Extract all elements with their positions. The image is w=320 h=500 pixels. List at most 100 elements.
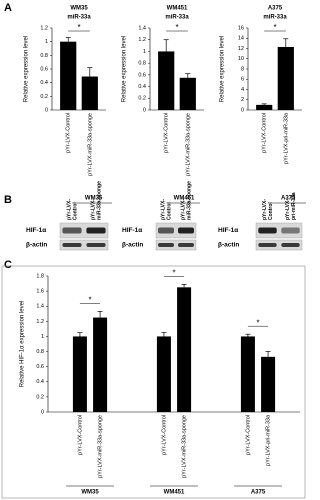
y-tick-label: 1.4 [138,25,146,31]
blot-band [281,243,300,247]
x-tick-label: pYr-LVX-miR-33a-sponge [182,415,188,478]
x-tick-label: pYr-LVX-Control [245,415,251,455]
cell-line-label: WM35 [85,196,103,202]
bar [81,76,98,110]
blot-band [158,243,174,247]
x-tick-label: pYr-LVX-Control [262,113,268,153]
lane-label: Control [166,202,172,220]
panel-label: A [4,2,12,14]
y-tick-label: 4 [241,87,244,93]
bar [177,287,192,412]
y-tick-label: 0.2 [40,94,48,100]
bar [256,104,273,110]
y-tick-label: 0.8 [40,53,48,59]
y-tick-label: 2 [241,97,244,103]
bar [158,51,175,110]
blot-row-label: HIF-1α [122,227,142,234]
blot-strip [155,239,197,251]
y-tick-label: 0.6 [138,72,146,78]
y-tick-label: 8 [241,66,244,72]
y-tick-label: 1 [41,334,44,340]
panel-label: C [4,259,12,271]
y-axis-label: Relative HIF-1α expression level [20,301,26,388]
cell-line-label: A375 [281,196,296,202]
significance-mark: * [256,318,259,327]
lane-label: pYr-LVX- [66,199,72,220]
bar [156,336,171,412]
y-tick-label: 10 [238,56,244,62]
group-label: WM451 [164,490,185,496]
bar [240,336,255,412]
x-tick-label: pYr-LVX-Control [164,113,170,153]
lane-label: pYr-LVX- [285,199,291,220]
lane-label: Control [268,202,274,220]
significance-mark: * [273,23,276,32]
bar [93,317,108,412]
x-tick-label: pYr-LVX-pri-miR-33a [266,414,272,466]
blot-band [258,227,277,234]
cell-line-label: WM451 [174,196,195,202]
blot-band [258,243,277,247]
lane-label: Control [72,202,78,220]
x-tick-label: pYr-LVX-Control [66,113,72,153]
y-tick-label: 0.4 [36,379,44,385]
y-tick-label: 0.4 [138,84,146,90]
x-tick-label: pYr-LVX-miR-33a-sponge [98,415,104,478]
blot-band [178,243,194,247]
blot-strip [155,222,197,239]
y-tick-label: 0 [241,107,244,113]
chart-subtitle: miR-33a [263,15,287,21]
significance-mark: * [77,23,80,32]
group-label: WM35 [81,490,99,496]
blot-strip [59,239,109,251]
y-tick-label: 16 [238,25,244,31]
y-tick-label: 0.6 [36,364,44,370]
panel-label: B [4,194,12,206]
blot-row-label: β-actin [218,242,239,249]
lane-label: miR-33a-sponge [96,181,102,220]
y-tick-label: 0 [143,107,146,113]
blot-band [86,243,106,247]
y-tick-label: 6 [241,77,244,83]
lane-label: pYr-LVX- [90,199,96,220]
y-tick-label: 0 [41,409,44,415]
y-tick-label: 14 [238,36,244,42]
lane-label: pYr-LVX- [180,199,186,220]
blot-strip [255,239,303,251]
blot-band [281,227,300,234]
y-tick-label: 0.6 [40,66,48,72]
significance-mark: * [88,296,91,305]
chart-title: WM35 [70,6,88,12]
bar [277,46,294,110]
y-tick-label: 1.2 [40,25,48,31]
blot-row-label: HIF-1α [218,227,238,234]
y-tick-label: 1 [143,49,146,55]
blot-band [178,227,194,234]
significance-mark: * [172,268,175,277]
y-tick-label: 1.4 [36,304,44,310]
blot-row-label: β-actin [122,242,143,249]
y-tick-label: 1.8 [36,273,44,279]
bar [72,336,87,412]
x-tick-label: pYr-LVX-Control [77,415,83,455]
y-tick-label: 1.2 [138,37,146,43]
y-tick-label: 0.8 [138,61,146,67]
figure: A B C WM35 miR-33a Relative expression lev… [1,2,306,499]
significance-mark: * [175,23,178,32]
bar [60,41,77,110]
group-label: A375 [251,490,266,496]
panel-frame [1,265,306,499]
y-tick-label: 1.2 [36,319,44,325]
y-tick-label: 12 [238,46,244,52]
blot-strip [59,222,109,239]
lane-label: miR-33a-sponge [186,181,192,220]
blot-band [62,243,82,247]
y-tick-label: 0.8 [36,349,44,355]
y-axis-label: Relative expression level [122,36,128,102]
x-tick-label: pYr-LVX-Control [161,415,167,455]
chart-title: WM451 [167,6,188,12]
chart-subtitle: miR-33a [67,15,91,21]
blot-strip [255,222,303,239]
y-tick-label: 0.2 [36,394,44,400]
